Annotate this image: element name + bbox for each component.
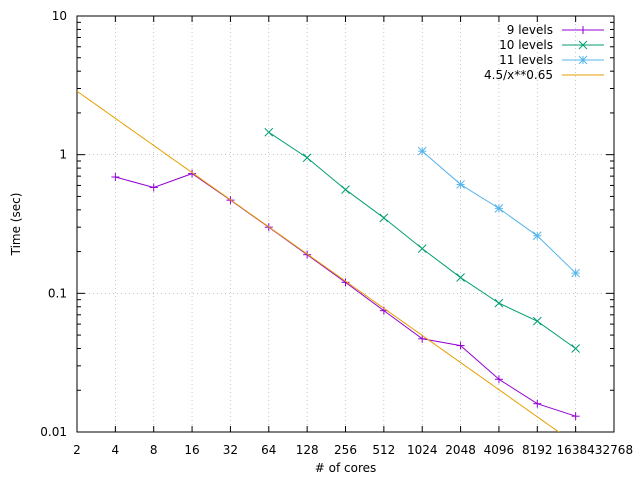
axis-ticks: 2 4 8 16 32 64 128 256 512 1024 2048 4096 8192 16384 3… [40, 9, 633, 457]
series-1-point [149, 183, 158, 192]
series-2-point [571, 344, 580, 353]
x-tick-label: 32768 [595, 443, 633, 457]
series-4-legend-label: 4.5/x**0.65 [484, 68, 553, 82]
y-tick-label: 0.1 [48, 286, 67, 300]
x-tick-label: 2 [73, 443, 81, 457]
series-1-point [533, 399, 542, 408]
series-group [77, 90, 580, 432]
series-1-line [115, 173, 576, 417]
series-2-point [494, 298, 504, 308]
series-3-point [417, 146, 427, 156]
series-1-point [303, 250, 312, 259]
series-3-point [532, 231, 542, 241]
series-3-legend-label: 11 levels [499, 53, 553, 67]
series-3-point [494, 204, 504, 213]
x-tick-label: 16 [184, 443, 199, 457]
x-tick-label: 16384 [557, 443, 595, 457]
x-tick-label: 256 [334, 443, 357, 457]
series-1-point [341, 278, 350, 287]
y-tick-label: 1 [59, 148, 67, 162]
series-3-point [456, 180, 465, 189]
series-1-point [188, 169, 197, 178]
series-1-point [456, 341, 465, 350]
series-2-legend-marker [578, 40, 588, 50]
x-tick-label: 8 [150, 443, 158, 457]
series-1-point [571, 412, 580, 421]
series-2-point [532, 316, 542, 326]
series-1-legend-marker [579, 26, 587, 34]
series-2-legend-label: 10 levels [499, 38, 553, 52]
x-tick-label: 512 [372, 443, 395, 457]
series-3-point [571, 268, 580, 278]
x-tick-label: 32 [223, 443, 238, 457]
x-tick-label: 64 [261, 443, 276, 457]
grid-lines [77, 16, 614, 432]
series-2-point [302, 153, 312, 163]
x-tick-label: 2048 [445, 443, 476, 457]
x-tick-label: 4 [112, 443, 120, 457]
series-4-line [77, 90, 560, 432]
series-1-point [494, 375, 503, 384]
series-1-point [111, 173, 120, 182]
series-2-point [379, 213, 389, 223]
x-tick-label: 128 [296, 443, 319, 457]
series-2-point [456, 273, 465, 282]
x-tick-label: 4096 [484, 443, 515, 457]
y-axis-label: Time (sec) [9, 193, 23, 257]
y-tick-label: 0.01 [40, 425, 67, 439]
series-2-point [341, 185, 350, 194]
series-3-legend-marker [578, 55, 588, 65]
x-tick-label: 1024 [407, 443, 438, 457]
x-axis-label: # of cores [315, 461, 377, 475]
series-2-point [417, 244, 427, 254]
series-1-point [418, 334, 427, 343]
series-2-point [264, 127, 274, 137]
x-tick-label: 8192 [522, 443, 553, 457]
y-tick-label: 10 [52, 9, 67, 23]
series-1-legend-label: 9 levels [507, 23, 553, 37]
